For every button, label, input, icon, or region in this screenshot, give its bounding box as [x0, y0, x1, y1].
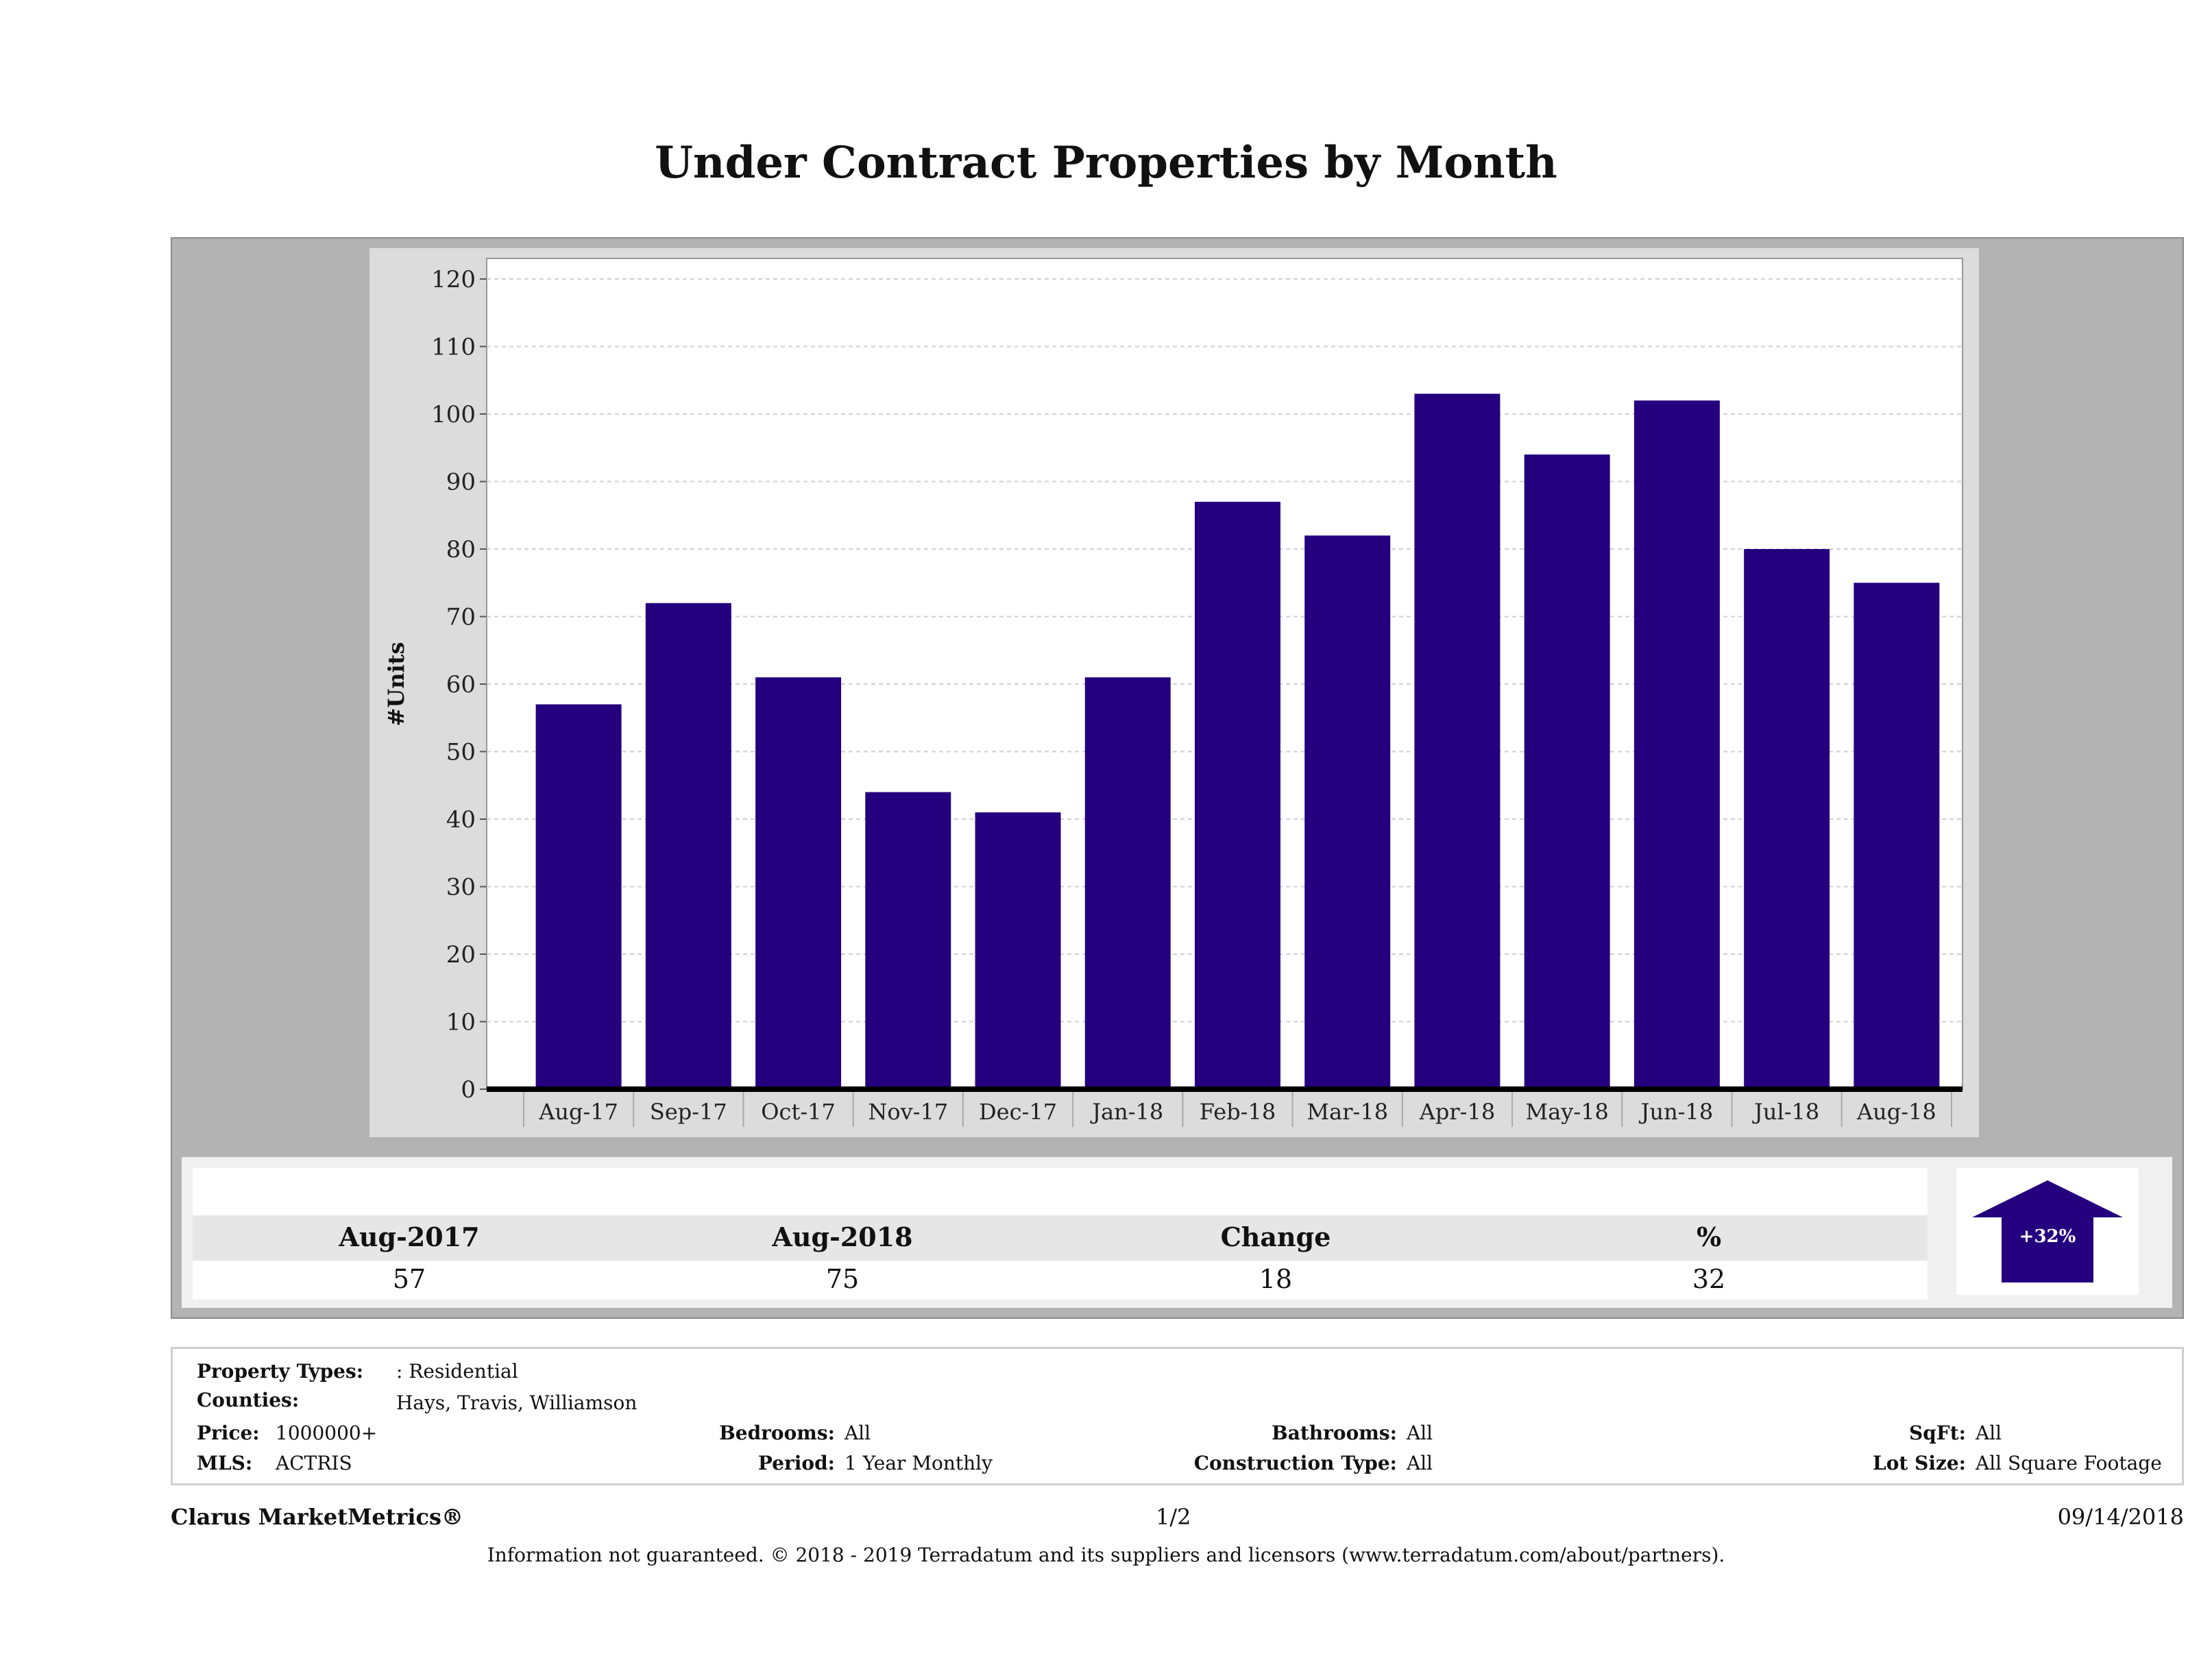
y-tick-label: 20 [446, 941, 476, 969]
y-tick-label: 60 [446, 671, 476, 698]
page-number: 1/2 [1156, 1504, 1191, 1530]
x-tick-label: Nov-17 [868, 1099, 948, 1125]
construction-type-label: Construction Type: [1193, 1452, 1397, 1474]
up-arrow-icon: +32% [1972, 1180, 2123, 1282]
x-tick-label: Jul-18 [1752, 1099, 1819, 1125]
bedrooms-label: Bedrooms: [719, 1422, 835, 1444]
bar-chart: 0 10 20 30 40 50 60 70 80 90 100 110 120 #Units Aug-17… [383, 258, 1963, 1127]
brand-name: Clarus MarketMetrics® [171, 1504, 464, 1530]
disclaimer: Information not guaranteed. © 2018 - 201… [487, 1544, 1725, 1566]
y-tick-label: 10 [446, 1009, 476, 1036]
x-tick-label: May-18 [1525, 1099, 1608, 1125]
y-axis-label: #Units [383, 642, 409, 727]
period-label: Period: [757, 1452, 835, 1474]
construction-type-value: All [1407, 1452, 1433, 1474]
stat-header-percent: % [1696, 1221, 1722, 1252]
y-tick-label: 80 [446, 536, 476, 563]
mls-label: MLS: [197, 1452, 253, 1474]
stat-value-curr: 75 [825, 1264, 860, 1294]
bar-mar-18 [1304, 535, 1391, 1089]
counties-label: Counties: [197, 1389, 300, 1411]
bathrooms-value: All [1407, 1422, 1433, 1444]
filter-info-box: Property Types: : Residential Counties: … [171, 1347, 2184, 1485]
y-tick-label: 90 [446, 469, 476, 496]
page-title: Under Contract Properties by Month [655, 137, 1557, 189]
change-badge: +32% [1956, 1168, 2139, 1295]
sqft-value: All [1976, 1422, 2002, 1444]
bar-dec-17 [975, 812, 1061, 1089]
bar-oct-17 [755, 677, 842, 1089]
stat-header-prev: Aug-2017 [339, 1221, 480, 1252]
price-label: Price: [197, 1422, 260, 1444]
stat-header-change: Change [1220, 1221, 1331, 1252]
price-value: 1000000+ [276, 1422, 378, 1444]
bar-aug-17 [535, 704, 622, 1089]
sqft-label: SqFt: [1909, 1422, 1966, 1444]
bar-nov-17 [865, 792, 951, 1089]
bar-feb-18 [1195, 502, 1280, 1089]
x-tick-label: Mar-18 [1306, 1099, 1388, 1125]
x-tick-label: Apr-18 [1419, 1099, 1495, 1125]
x-tick-label: Dec-17 [979, 1099, 1057, 1125]
property-types-label: Property Types: [197, 1360, 364, 1383]
bar-jun-18 [1633, 400, 1720, 1089]
x-tick-label: Aug-17 [538, 1099, 618, 1125]
stats-header-row [193, 1216, 1928, 1260]
y-tick-label: 30 [446, 874, 476, 901]
bar-jul-18 [1744, 549, 1830, 1089]
bar-apr-18 [1414, 393, 1500, 1089]
x-tick-label: Oct-17 [761, 1099, 836, 1125]
stat-value-percent: 32 [1692, 1264, 1726, 1294]
y-tick-label: 110 [431, 334, 476, 361]
y-tick-label: 120 [431, 266, 476, 293]
x-tick-label: Sep-17 [650, 1099, 727, 1125]
y-tick-label: 40 [446, 806, 476, 834]
lot-size-value: All Square Footage [1976, 1452, 2162, 1474]
report-date: 09/14/2018 [2057, 1504, 2184, 1530]
bedrooms-value: All [844, 1422, 871, 1444]
lot-size-label: Lot Size: [1873, 1452, 1966, 1474]
mls-value: ACTRIS [276, 1452, 352, 1474]
stat-value-prev: 57 [392, 1264, 426, 1294]
y-tick-label: 70 [446, 604, 476, 631]
y-tick-label: 0 [461, 1076, 476, 1104]
stats-value-row [193, 1261, 1928, 1300]
bar-jan-18 [1084, 677, 1171, 1089]
x-tick-label: Jun-18 [1639, 1099, 1714, 1125]
bar-may-18 [1524, 454, 1610, 1089]
y-tick-label: 50 [446, 739, 476, 766]
bar-aug-18 [1854, 583, 1940, 1089]
bathrooms-label: Bathrooms: [1272, 1422, 1397, 1444]
x-tick-label: Feb-18 [1200, 1099, 1276, 1125]
stats-blank-row [193, 1168, 1928, 1215]
property-types-value: : Residential [396, 1360, 518, 1383]
period-value: 1 Year Monthly [844, 1452, 993, 1474]
x-tick-label: Aug-18 [1856, 1099, 1936, 1125]
counties-value: Hays, Travis, Williamson [396, 1391, 637, 1414]
change-badge-label: +32% [2019, 1226, 2076, 1247]
stat-header-curr: Aug-2018 [772, 1221, 913, 1252]
bar-sep-17 [645, 603, 731, 1089]
stat-value-change: 18 [1259, 1264, 1293, 1294]
x-tick-label: Jan-18 [1090, 1099, 1163, 1125]
y-tick-label: 100 [431, 401, 476, 428]
